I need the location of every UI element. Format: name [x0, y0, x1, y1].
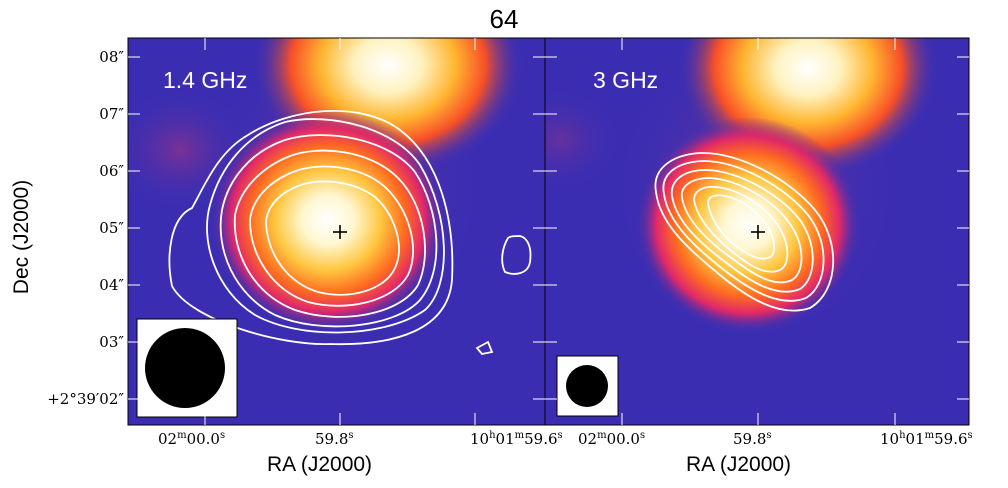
- image-panel-3ghz: [545, 38, 969, 425]
- ra-tick-label: 02m00.0s: [158, 430, 226, 448]
- position-cross-right: [751, 225, 765, 239]
- ticks-left: [128, 38, 545, 425]
- ra-tick-label: 59.8s: [315, 430, 354, 448]
- image-panel-1p4ghz: [128, 38, 545, 425]
- dec-tick-label: 04″: [99, 276, 124, 294]
- dec-tick-label: 03″: [99, 333, 124, 351]
- frame-right: [544, 37, 970, 426]
- dec-tick-label: 05″: [99, 219, 124, 237]
- ra-tick-label: 02m00.0s: [578, 430, 646, 448]
- dec-tick-label: 06″: [99, 162, 124, 180]
- dec-tick-label: 07″: [99, 105, 124, 123]
- beam-ellipse-left: [145, 328, 225, 408]
- dec-tick-label: +2°39′02″: [47, 390, 124, 408]
- ra-tick-label: 59.8s: [733, 430, 772, 448]
- x-axis-label-right: RA (J2000): [686, 453, 792, 476]
- figure-title: 64: [489, 4, 519, 34]
- contours-3ghz: [654, 152, 835, 312]
- contours-1p4ghz: [168, 109, 532, 355]
- beam-ellipse-right: [566, 365, 608, 407]
- position-cross-left: [333, 225, 347, 239]
- ra-tick-label: 10h01m59.6s: [470, 430, 563, 448]
- ticks-right: [545, 38, 969, 425]
- panel-label-3ghz: 3 GHz: [593, 67, 658, 93]
- panel-label-1p4ghz: 1.4 GHz: [163, 67, 247, 93]
- dec-tick-label: 08″: [99, 48, 124, 66]
- ra-tick-label: 10h01m59.6s: [880, 430, 973, 448]
- x-axis-label-left: RA (J2000): [267, 453, 373, 476]
